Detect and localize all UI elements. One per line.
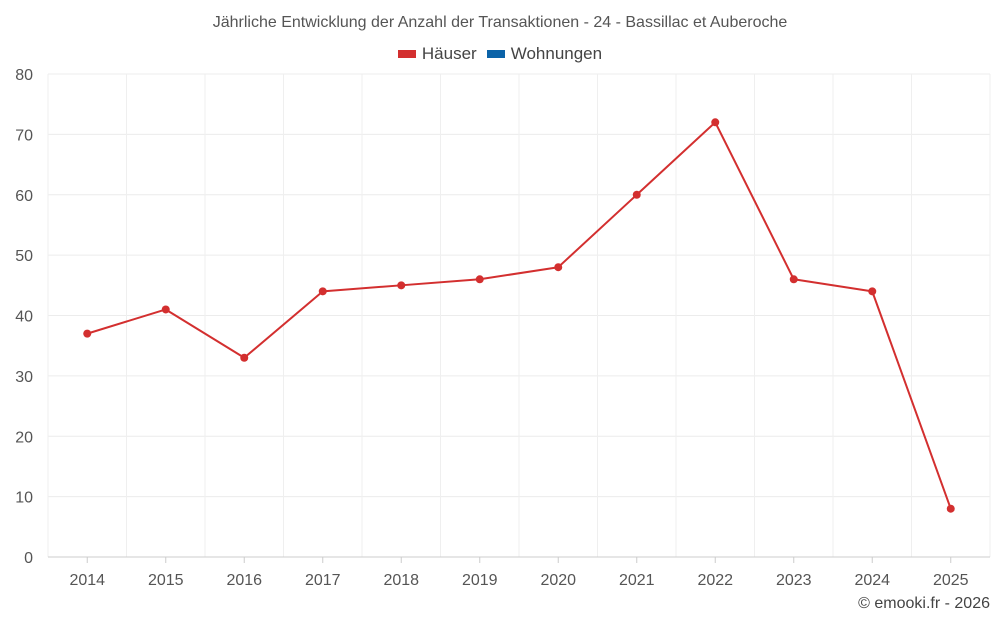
series-layer bbox=[83, 118, 955, 513]
data-point[interactable] bbox=[789, 275, 798, 284]
x-tick-label: 2015 bbox=[148, 572, 184, 589]
legend-swatch-haeuser bbox=[397, 50, 416, 58]
legend: Häuser Wohnungen bbox=[0, 44, 1000, 64]
y-tick-label: 20 bbox=[15, 429, 33, 446]
data-point[interactable] bbox=[240, 353, 249, 362]
y-tick-label: 80 bbox=[15, 67, 33, 84]
legend-item-haeuser[interactable]: Häuser bbox=[397, 44, 477, 64]
grid-layer bbox=[47, 73, 991, 557]
legend-item-wohnungen[interactable]: Wohnungen bbox=[486, 44, 603, 64]
data-point[interactable] bbox=[83, 329, 92, 338]
data-point[interactable] bbox=[632, 190, 641, 199]
x-tick-label: 2014 bbox=[69, 572, 105, 589]
x-tick-label: 2021 bbox=[619, 572, 655, 589]
x-tick-label: 2018 bbox=[383, 572, 419, 589]
x-tick-label: 2025 bbox=[933, 572, 969, 589]
data-point[interactable] bbox=[318, 287, 327, 296]
y-tick-label: 40 bbox=[15, 309, 33, 326]
data-point[interactable] bbox=[946, 504, 955, 513]
y-tick-label: 10 bbox=[15, 490, 33, 507]
x-tick-label: 2017 bbox=[305, 572, 341, 589]
legend-label-haeuser: Häuser bbox=[421, 44, 477, 63]
data-point[interactable] bbox=[711, 118, 720, 127]
y-tick-label: 0 bbox=[24, 550, 33, 567]
legend-swatch-wohnungen bbox=[486, 50, 505, 58]
series-line-0 bbox=[86, 121, 952, 510]
x-tick-label: 2019 bbox=[462, 572, 498, 589]
legend-label-wohnungen: Wohnungen bbox=[510, 44, 603, 63]
copyright-credit: © emooki.fr - 2026 bbox=[858, 595, 990, 612]
x-tick-label: 2022 bbox=[697, 572, 733, 589]
axis-layer: 0 10 20 30 40 50 60 70 80 2014 2015 2016 2017 2018 201… bbox=[15, 67, 990, 589]
x-tick-label: 2020 bbox=[540, 572, 576, 589]
x-tick-label: 2023 bbox=[776, 572, 812, 589]
y-tick-label: 60 bbox=[15, 188, 33, 205]
chart-title: Jährliche Entwicklung der Anzahl der Tra… bbox=[212, 14, 788, 31]
x-tick-label: 2016 bbox=[226, 572, 262, 589]
data-point[interactable] bbox=[868, 287, 877, 296]
data-point[interactable] bbox=[475, 275, 484, 284]
y-tick-label: 50 bbox=[15, 248, 33, 265]
y-tick-label: 30 bbox=[15, 369, 33, 386]
x-tick-label: 2024 bbox=[854, 572, 890, 589]
data-point[interactable] bbox=[161, 305, 170, 314]
data-point[interactable] bbox=[397, 281, 406, 290]
y-tick-label: 70 bbox=[15, 127, 33, 144]
data-point[interactable] bbox=[554, 263, 563, 272]
